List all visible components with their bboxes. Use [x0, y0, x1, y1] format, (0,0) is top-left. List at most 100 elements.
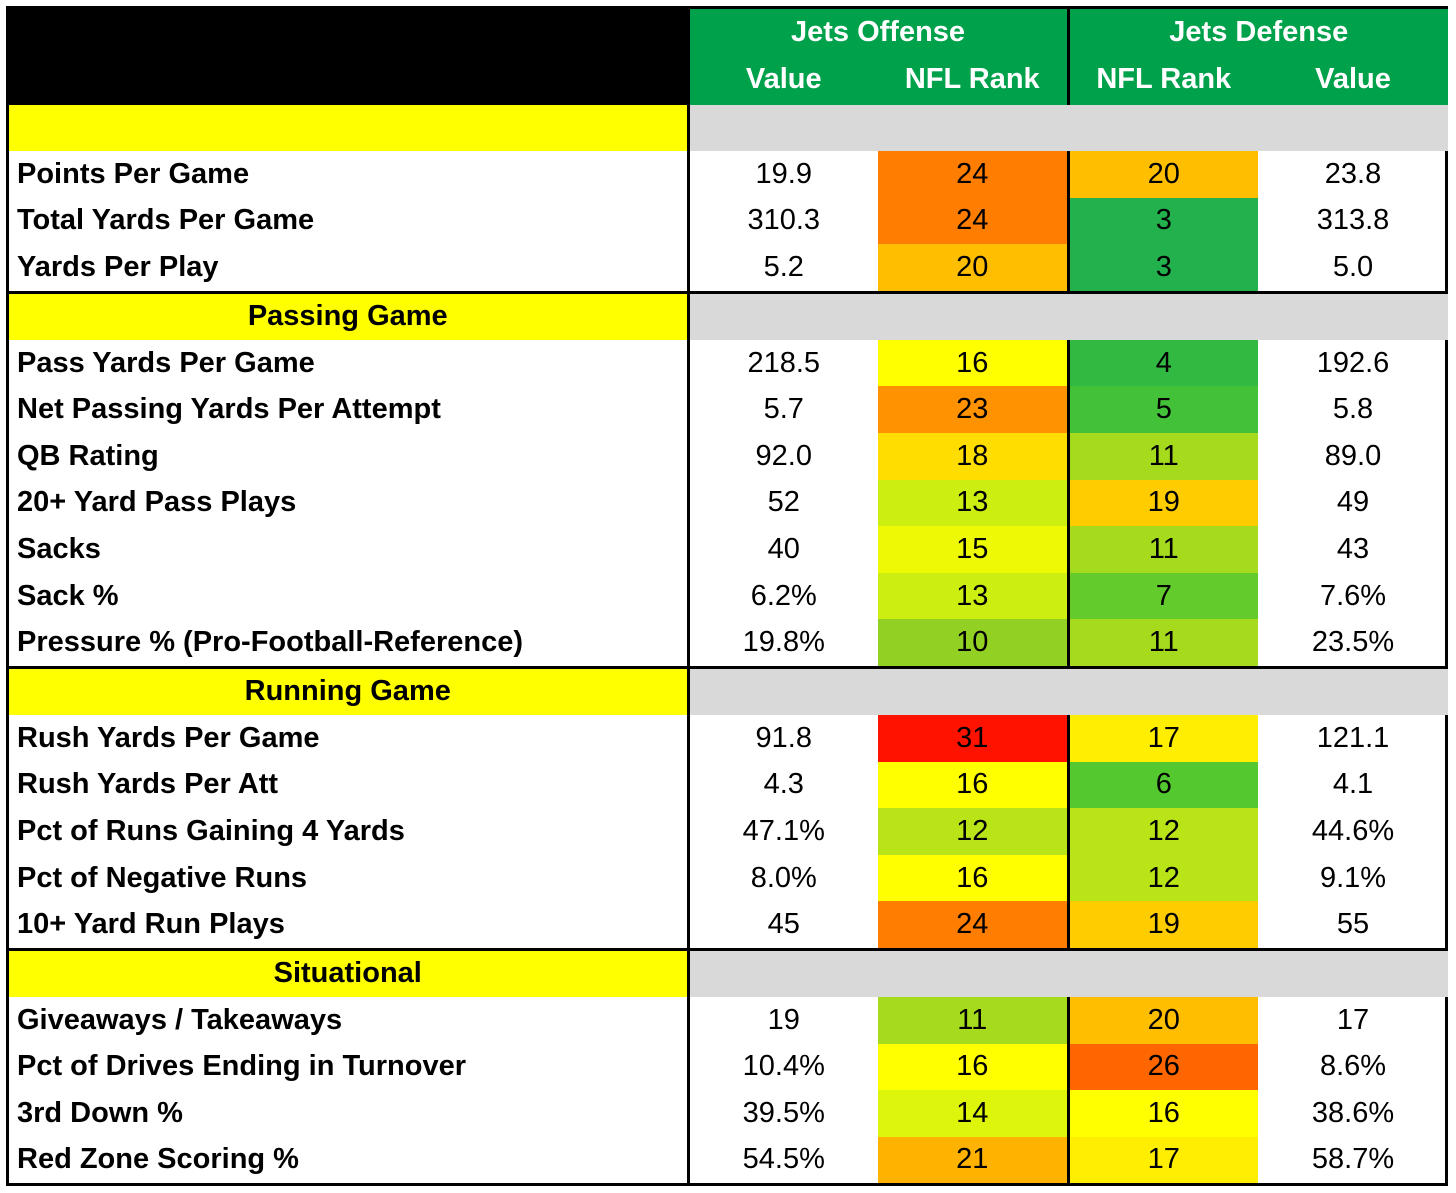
stat-label: Pct of Drives Ending in Turnover — [17, 1050, 467, 1083]
offense-rank: 24 — [878, 901, 1069, 950]
offense-value: 52 — [686, 479, 878, 527]
defense-rank: 6 — [1066, 761, 1259, 809]
stat-label: Sack % — [17, 579, 119, 612]
offense-rank: 18 — [878, 432, 1069, 480]
offense-value: 5.7 — [686, 386, 878, 433]
offense-value-header: Value — [686, 56, 878, 105]
offense-rank: 16 — [878, 854, 1069, 902]
stat-row: Pass Yards Per Game 218.5 16 4 192.6 — [9, 339, 1448, 387]
offense-value: 19.8% — [686, 619, 878, 668]
offense-value: 4.3 — [686, 761, 878, 809]
stat-label: Pressure % (Pro-Football-Reference) — [17, 626, 524, 659]
offense-rank: 21 — [878, 1136, 1069, 1184]
stat-row: Rush Yards Per Game 91.8 31 17 121.1 — [9, 714, 1448, 762]
stat-label: Sacks — [17, 532, 101, 565]
stat-label: 20+ Yard Pass Plays — [17, 486, 297, 519]
defense-value: 58.7% — [1311, 1143, 1395, 1176]
defense-rank: 19 — [1066, 901, 1259, 950]
offense-rank: 16 — [878, 339, 1069, 387]
stat-row: QB Rating 92.0 18 11 89.0 — [9, 432, 1448, 480]
stat-label: QB Rating — [17, 439, 159, 472]
stat-row: 3rd Down % 39.5% 14 16 38.6% — [9, 1090, 1448, 1137]
stat-label: Net Passing Yards Per Attempt — [17, 393, 441, 426]
defense-header: Jets Defense — [1066, 9, 1449, 56]
stat-label: Pct of Negative Runs — [17, 861, 308, 894]
header-row-titles: Jets Offense Jets Defense — [9, 9, 1449, 105]
stat-row: Net Passing Yards Per Attempt 5.7 23 5 5.8 — [9, 386, 1448, 433]
stat-label: Points Per Game — [17, 157, 250, 190]
offense-value: 5.2 — [686, 244, 878, 293]
stat-row: Red Zone Scoring % 54.5% 21 17 58.7% — [9, 1136, 1448, 1184]
stat-row: Rush Yards Per Att 4.3 16 6 4.1 — [9, 761, 1448, 809]
section-header-row — [9, 105, 1449, 151]
offense-rank: 13 — [878, 479, 1069, 527]
defense-rank: 12 — [1066, 808, 1259, 855]
defense-value: 44.6% — [1311, 814, 1395, 847]
defense-rank: 12 — [1066, 854, 1259, 902]
defense-value: 5.8 — [1332, 393, 1374, 426]
stat-row: Giveaways / Takeaways 19 11 20 17 — [9, 996, 1448, 1044]
defense-value: 121.1 — [1316, 721, 1390, 754]
defense-rank: 17 — [1066, 1136, 1259, 1184]
defense-value: 23.8 — [1324, 157, 1382, 190]
stat-row: Sacks 40 15 11 43 — [9, 526, 1448, 573]
header-blank-cell — [9, 9, 688, 105]
defense-value: 23.5% — [1311, 626, 1395, 659]
offense-rank: 10 — [878, 619, 1069, 668]
stat-label: Giveaways / Takeaways — [17, 1003, 343, 1036]
section-spacer — [686, 105, 1449, 151]
defense-value: 17 — [1336, 1003, 1370, 1036]
offense-value: 54.5% — [686, 1136, 878, 1184]
section-header-row: Passing Game — [9, 290, 1449, 340]
offense-rank: 14 — [878, 1090, 1069, 1137]
defense-value: 192.6 — [1316, 346, 1390, 379]
defense-value: 5.0 — [1332, 250, 1374, 283]
offense-rank: 31 — [878, 714, 1069, 762]
stat-row: Pressure % (Pro-Football-Reference) 19.8%… — [9, 619, 1448, 668]
offense-rank: 16 — [878, 1043, 1069, 1091]
stats-table-container: Jets Offense Jets Defense Value NFL Rank… — [6, 6, 1449, 1186]
defense-rank: 7 — [1066, 572, 1259, 620]
stat-label: Rush Yards Per Game — [17, 721, 320, 754]
stat-row: Pct of Runs Gaining 4 Yards 47.1% 12 12 44.6… — [9, 808, 1448, 855]
section-title: Passing Game — [9, 290, 688, 340]
stat-label: Yards Per Play — [17, 250, 219, 283]
stat-label: Rush Yards Per Att — [17, 768, 279, 801]
defense-value: 38.6% — [1311, 1096, 1395, 1129]
defense-value: 55 — [1336, 908, 1370, 941]
offense-rank: 23 — [878, 386, 1069, 433]
defense-rank: 26 — [1066, 1043, 1259, 1091]
defense-value: 49 — [1336, 486, 1370, 519]
defense-rank: 20 — [1066, 996, 1259, 1044]
stat-row: Pct of Negative Runs 8.0% 16 12 9.1% — [9, 854, 1448, 902]
offense-value: 218.5 — [686, 339, 878, 387]
section-title: Running Game — [9, 665, 688, 715]
offense-value: 8.0% — [686, 854, 878, 902]
section-header-row: Running Game — [9, 665, 1449, 715]
offense-value: 310.3 — [686, 197, 878, 245]
offense-rank: 11 — [878, 996, 1069, 1044]
section-title — [9, 105, 688, 151]
offense-rank: 15 — [878, 526, 1069, 573]
defense-rank: 19 — [1066, 479, 1259, 527]
offense-rank: 12 — [878, 808, 1069, 855]
offense-rank: 24 — [878, 151, 1069, 198]
stat-row: 20+ Yard Pass Plays 52 13 19 49 — [9, 479, 1448, 527]
defense-value: 8.6% — [1319, 1050, 1387, 1083]
stat-row: Sack % 6.2% 13 7 7.6% — [9, 572, 1448, 620]
defense-rank: 16 — [1066, 1090, 1259, 1137]
section-header-row: Situational — [9, 947, 1449, 997]
defense-rank-header: NFL Rank — [1066, 56, 1259, 105]
defense-rank: 5 — [1066, 386, 1259, 433]
defense-rank: 20 — [1066, 151, 1259, 198]
section-spacer — [686, 290, 1449, 340]
offense-rank: 16 — [878, 761, 1069, 809]
defense-rank: 3 — [1066, 197, 1259, 245]
stat-row: Total Yards Per Game 310.3 24 3 313.8 — [9, 197, 1448, 245]
defense-value: 43 — [1336, 532, 1370, 565]
defense-rank: 11 — [1066, 619, 1259, 668]
offense-rank-header: NFL Rank — [878, 56, 1069, 105]
jets-stats-table: Jets Offense Jets Defense Value NFL Rank… — [9, 9, 1449, 1184]
header-row-columns: Value NFL Rank NFL Rank Value — [9, 56, 1449, 105]
offense-value: 6.2% — [686, 572, 878, 620]
